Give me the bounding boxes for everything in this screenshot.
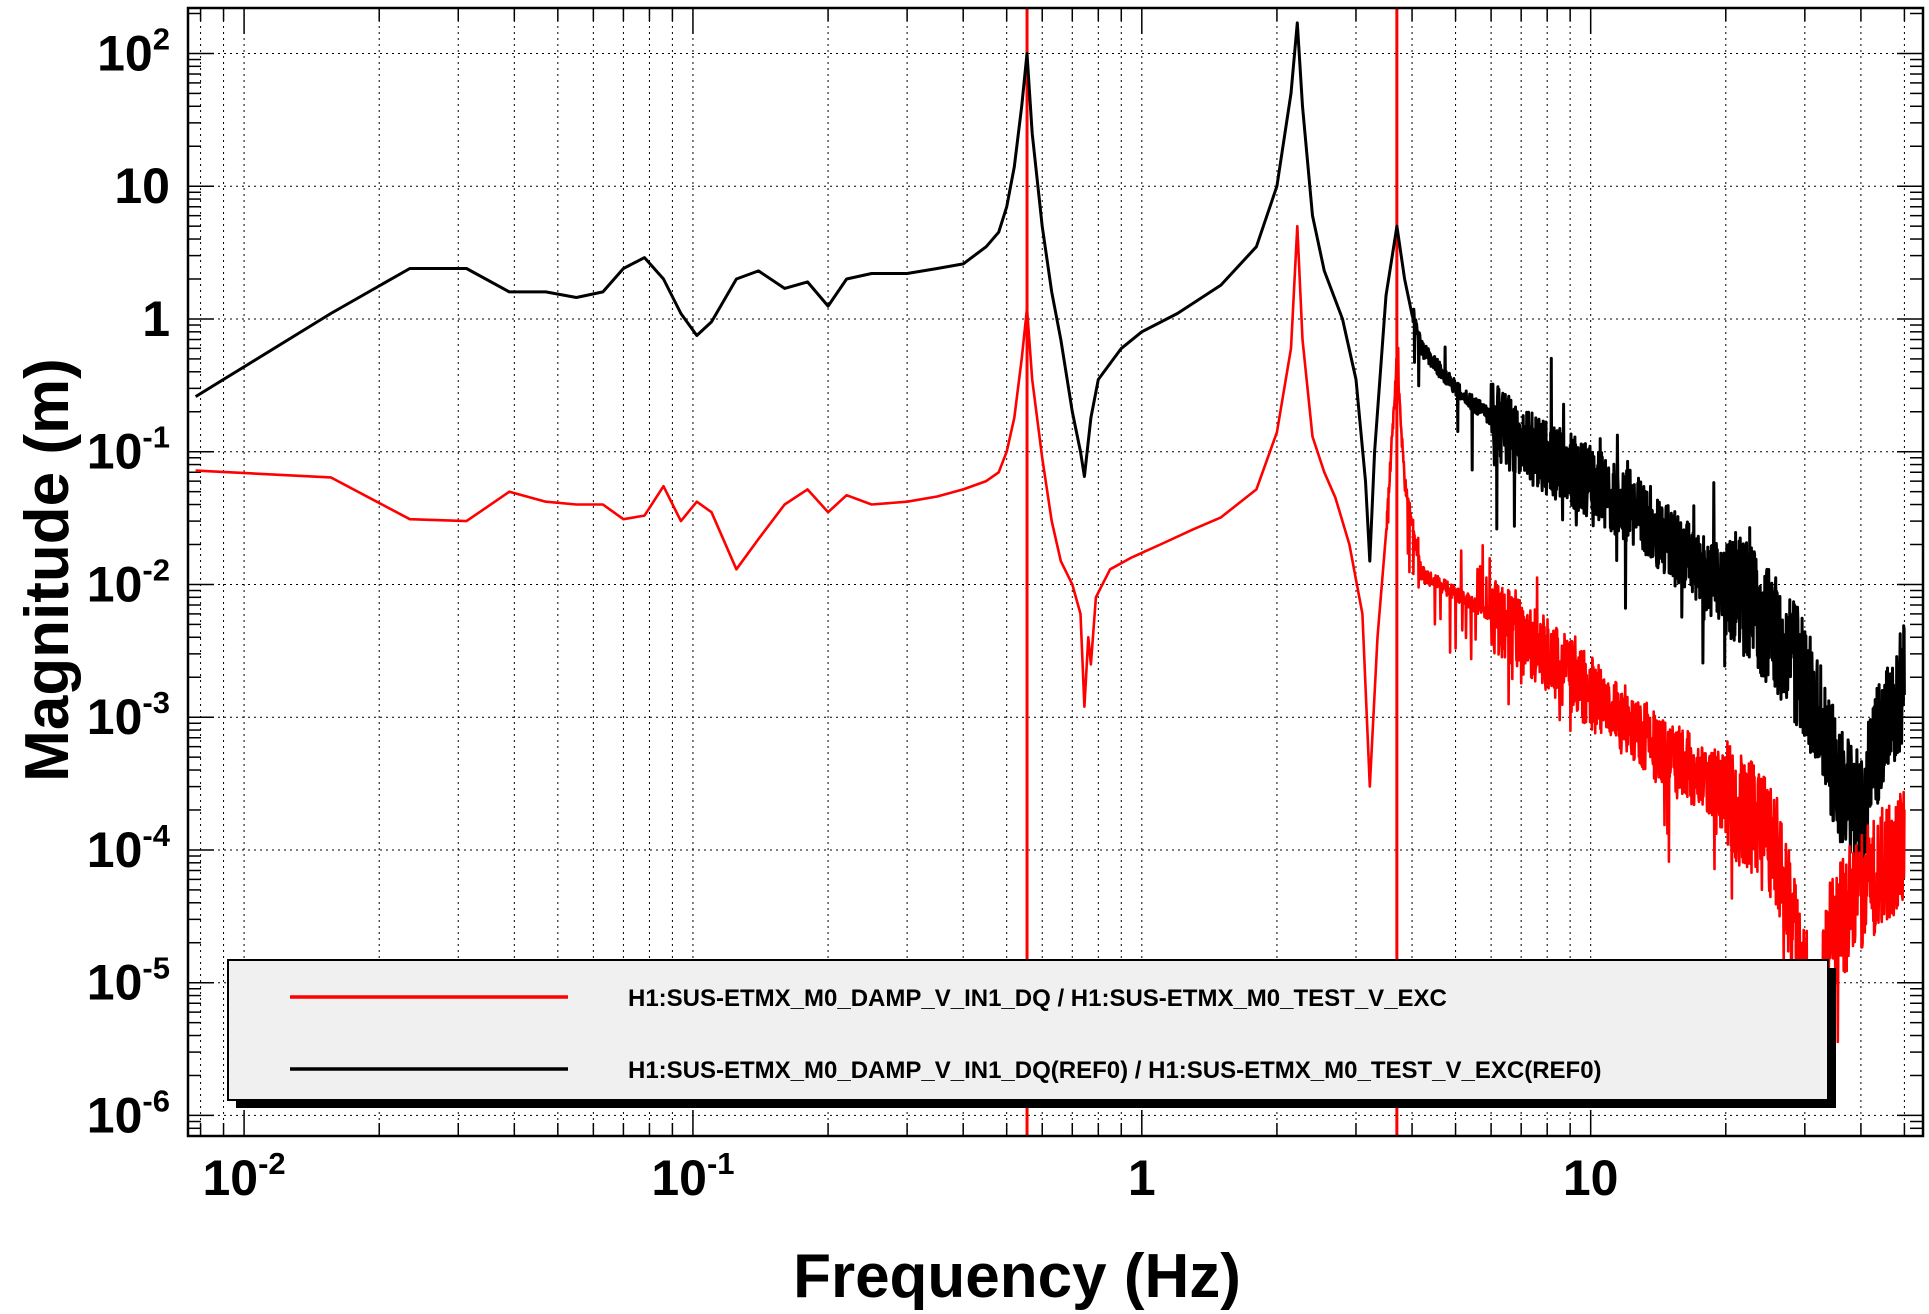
- legend-entry-0: H1:SUS-ETMX_M0_DAMP_V_IN1_DQ / H1:SUS-ET…: [628, 985, 1447, 1012]
- y-tick-label: 10: [114, 158, 170, 214]
- legend: H1:SUS-ETMX_M0_DAMP_V_IN1_DQ / H1:SUS-ET…: [228, 960, 1836, 1108]
- legend-entry-1: H1:SUS-ETMX_M0_DAMP_V_IN1_DQ(REF0) / H1:…: [628, 1057, 1602, 1084]
- y-tick-label: 1: [142, 291, 170, 347]
- x-axis-title: Frequency (Hz): [793, 1242, 1241, 1311]
- x-tick-label: 10: [1563, 1150, 1619, 1206]
- x-tick-label: 1: [1128, 1150, 1156, 1206]
- y-axis-title: Magnitude (m): [13, 358, 82, 782]
